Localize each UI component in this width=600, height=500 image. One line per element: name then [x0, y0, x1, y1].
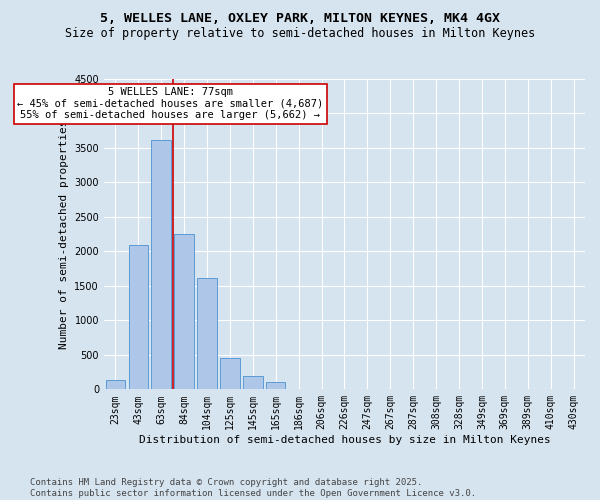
Bar [128, 244, 148, 390]
Y-axis label: Number of semi-detached properties: Number of semi-detached properties [59, 120, 69, 349]
Bar [243, 376, 263, 390]
Text: 5 WELLES LANE: 77sqm
← 45% of semi-detached houses are smaller (4,687)
55% of se: 5 WELLES LANE: 77sqm ← 45% of semi-detac… [17, 88, 323, 120]
Text: Size of property relative to semi-detached houses in Milton Keynes: Size of property relative to semi-detach… [65, 28, 535, 40]
Bar [197, 278, 217, 390]
Bar [175, 234, 194, 390]
Text: Contains HM Land Registry data © Crown copyright and database right 2025.
Contai: Contains HM Land Registry data © Crown c… [30, 478, 476, 498]
X-axis label: Distribution of semi-detached houses by size in Milton Keynes: Distribution of semi-detached houses by … [139, 435, 550, 445]
Bar [220, 358, 239, 390]
Bar [151, 140, 171, 390]
Text: 5, WELLES LANE, OXLEY PARK, MILTON KEYNES, MK4 4GX: 5, WELLES LANE, OXLEY PARK, MILTON KEYNE… [100, 12, 500, 26]
Bar [106, 380, 125, 390]
Bar [266, 382, 286, 390]
